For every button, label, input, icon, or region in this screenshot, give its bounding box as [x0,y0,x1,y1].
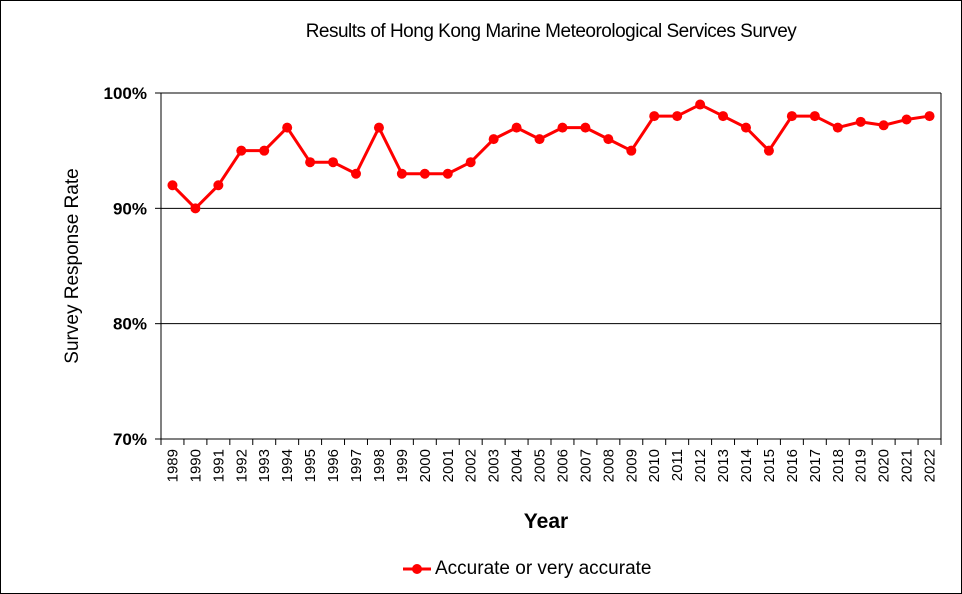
x-axis-label: Year [523,510,569,533]
data-point [465,157,476,168]
data-point [282,122,293,133]
x-tick-label: 1993 [256,449,273,482]
x-tick-label: 1994 [279,449,296,482]
x-tick-label: 2016 [784,449,801,482]
gridlines [161,92,942,439]
x-tick-label: 2010 [646,449,663,482]
x-tick-label: 1997 [348,449,365,482]
data-point [626,145,637,156]
data-point [442,168,453,179]
legend-swatch [403,564,431,574]
data-point [511,122,522,133]
y-tick-labels: 70% 80% 90% 100% [104,84,147,449]
data-point [351,168,361,179]
x-tick-label: 2014 [738,449,755,482]
y-tick-label: 100% [104,84,147,103]
data-point [534,134,545,145]
x-tick-label: 1989 [164,449,181,482]
x-tick-label: 2009 [623,449,640,482]
data-point [167,180,178,191]
series-group [167,99,935,214]
y-tick-label: 90% [113,199,147,218]
y-tick-label: 70% [113,430,147,449]
data-point [373,122,384,133]
data-point [763,145,774,156]
x-tick-label: 2001 [440,449,457,482]
data-point [672,111,683,122]
x-tick-label: 2002 [463,449,480,482]
x-tick-label: 2015 [761,449,778,482]
x-tick-label: 2017 [807,449,824,482]
x-tick-label: 2018 [830,449,847,482]
x-tick-label: 2008 [600,449,617,482]
chart-title: Results of Hong Kong Marine Meteorologic… [305,21,797,42]
data-point [328,157,339,168]
data-point [190,203,201,214]
data-point [901,114,912,125]
x-tick-label: 1995 [302,449,319,482]
x-tick-label: 2021 [899,449,916,482]
x-tick-label: 2003 [486,449,503,482]
data-point [213,180,224,191]
x-tick-labels: 1989 1990 1991 1992 1993 1994 1995 1996 1997 1998… [164,449,938,482]
x-tick-label: 2022 [922,449,939,482]
data-point [649,111,660,122]
data-point [786,111,797,122]
axes [155,92,942,445]
x-tick-label: 1996 [325,449,342,482]
data-point [419,168,430,179]
x-tick-label: 2011 [669,449,686,481]
x-tick-label: 2019 [853,449,870,482]
x-tick-label: 1992 [233,449,250,482]
data-point [809,111,820,122]
legend-label: Accurate or very accurate [435,558,652,579]
x-tick-label: 2000 [417,449,434,482]
x-tick-label: 2005 [532,449,549,482]
x-tick-label: 2004 [509,449,526,482]
data-point [855,116,866,127]
data-point [305,157,316,168]
x-tick-label: 1990 [187,449,204,482]
x-tick-label: 2013 [715,449,732,482]
x-tick-label: 1998 [371,449,388,482]
data-point [603,134,614,145]
x-tick-label: 1991 [210,449,227,482]
data-point [236,145,247,156]
x-tick-label: 2012 [692,449,709,482]
x-tick-label: 1999 [394,449,411,482]
data-point [488,134,499,145]
data-point [924,111,935,122]
data-point [832,122,843,133]
x-tick-label: 2006 [554,449,571,482]
y-tick-label: 80% [113,315,147,334]
data-point [396,168,407,179]
data-point [580,122,591,133]
data-point [557,122,568,133]
legend: Accurate or very accurate [401,557,651,581]
data-point [695,99,706,110]
data-point [878,120,889,131]
data-point [718,111,729,122]
data-point [741,122,751,133]
series-line-0 [171,103,930,210]
x-tick-label: 2007 [577,449,594,482]
x-tick-label: 2020 [876,449,893,482]
data-point [259,145,270,156]
